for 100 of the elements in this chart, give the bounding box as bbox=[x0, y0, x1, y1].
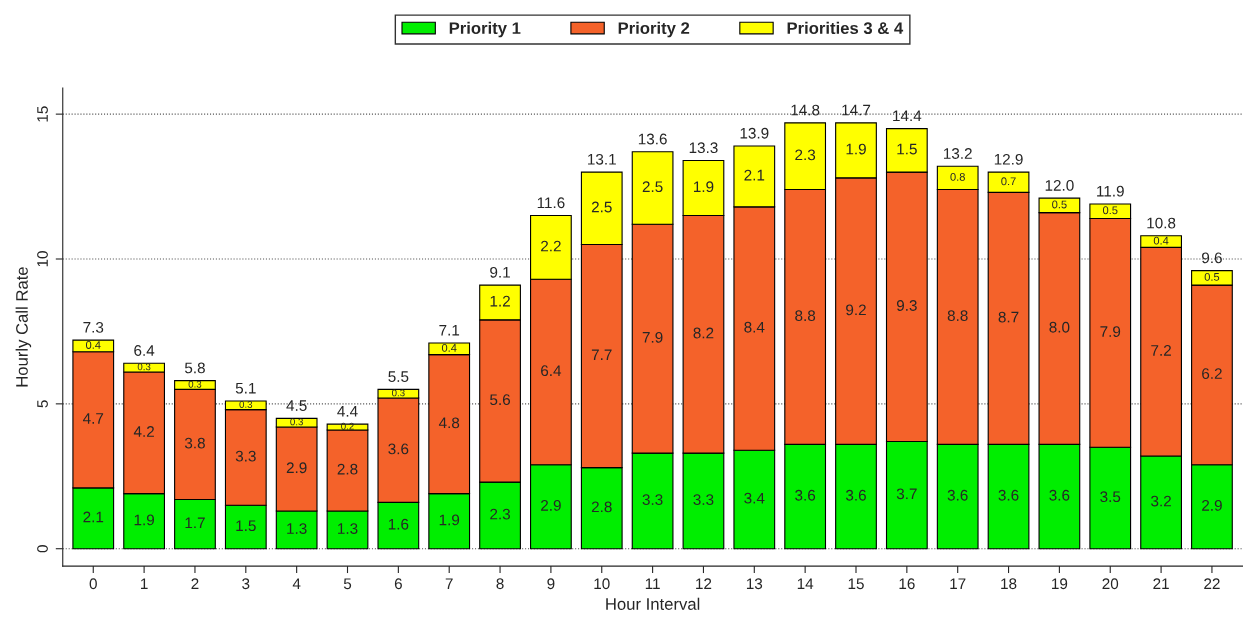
data-label: 4.2 bbox=[133, 426, 154, 437]
x-tick-label: 21 bbox=[1153, 578, 1169, 589]
legend-label: Priority 2 bbox=[618, 21, 690, 38]
data-label: 0.4 bbox=[441, 343, 457, 352]
legend-label: Priorities 3 & 4 bbox=[787, 21, 904, 35]
data-label: 0.8 bbox=[950, 172, 965, 181]
data-label: 1.6 bbox=[388, 518, 409, 530]
data-label: 2.9 bbox=[1202, 499, 1222, 511]
data-label: 2.3 bbox=[795, 149, 816, 161]
x-axis-title: Hour Interval bbox=[606, 597, 700, 610]
data-label: 1.7 bbox=[185, 517, 205, 529]
x-tick-label: 6 bbox=[394, 578, 402, 590]
data-label: 3.2 bbox=[1151, 495, 1171, 507]
x-tick-label: 8 bbox=[496, 578, 504, 590]
data-label: 8.8 bbox=[947, 310, 968, 322]
data-label: 3.3 bbox=[693, 494, 714, 506]
data-label: 3.5 bbox=[1100, 491, 1121, 503]
x-tick-label: 11 bbox=[645, 578, 660, 589]
data-label: 2.1 bbox=[744, 169, 765, 181]
data-label: 8.2 bbox=[693, 327, 714, 339]
data-label: 0.5 bbox=[1204, 272, 1220, 281]
data-label: 3.6 bbox=[845, 489, 866, 501]
data-label: 2.9 bbox=[541, 499, 561, 511]
x-tick-label: 13 bbox=[746, 578, 763, 590]
data-label: 8.7 bbox=[998, 311, 1019, 323]
data-label: 6.4 bbox=[541, 365, 562, 377]
x-tick-label: 5 bbox=[343, 578, 352, 590]
data-label: 0.5 bbox=[1102, 206, 1118, 215]
x-tick-label: 7 bbox=[445, 578, 453, 589]
total-label: 13.9 bbox=[740, 127, 769, 139]
total-label: 10.8 bbox=[1147, 217, 1176, 229]
data-label: 3.4 bbox=[744, 492, 765, 504]
total-label: 14.8 bbox=[791, 104, 820, 116]
data-label: 9.2 bbox=[846, 304, 866, 316]
total-label: 4.4 bbox=[337, 406, 358, 417]
legend-label: Priority 1 bbox=[449, 21, 521, 38]
data-label: 1.9 bbox=[694, 181, 714, 193]
data-label: 8.8 bbox=[795, 310, 816, 322]
total-label: 13.2 bbox=[943, 148, 972, 159]
y-tick-label: 15 bbox=[37, 106, 48, 122]
total-label: 9.1 bbox=[490, 266, 510, 278]
x-tick-label: 17 bbox=[950, 578, 966, 589]
data-label: 1.3 bbox=[338, 523, 358, 534]
data-label: 0.4 bbox=[85, 341, 101, 349]
x-tick-label: 0 bbox=[89, 578, 97, 590]
total-label: 13.6 bbox=[638, 133, 667, 145]
data-label: 1.9 bbox=[846, 143, 866, 155]
total-label: 14.4 bbox=[893, 110, 922, 122]
data-label: 8.0 bbox=[1049, 321, 1070, 333]
data-label: 2.5 bbox=[642, 181, 663, 193]
data-label: 3.6 bbox=[795, 489, 816, 501]
x-tick-label: 2 bbox=[191, 578, 199, 589]
total-label: 7.1 bbox=[439, 324, 460, 336]
y-axis-title: Hourly Call Rate bbox=[15, 267, 32, 387]
total-label: 9.6 bbox=[1202, 252, 1222, 264]
data-label: 7.9 bbox=[642, 331, 663, 343]
total-label: 12.0 bbox=[1045, 179, 1074, 191]
data-label: 1.2 bbox=[490, 295, 510, 307]
data-label: 4.7 bbox=[82, 413, 104, 424]
total-label: 11.6 bbox=[537, 197, 565, 209]
data-label: 0.3 bbox=[137, 363, 151, 371]
data-label: 2.1 bbox=[83, 511, 104, 523]
data-label: 1.5 bbox=[236, 520, 256, 532]
total-label: 14.7 bbox=[842, 104, 871, 116]
y-tick-label: 10 bbox=[37, 251, 48, 267]
data-label: 2.5 bbox=[591, 201, 612, 213]
data-label: 0.3 bbox=[290, 418, 303, 426]
data-label: 3.6 bbox=[1049, 489, 1070, 501]
data-label: 3.7 bbox=[896, 488, 917, 500]
data-label: 1.9 bbox=[439, 514, 460, 526]
data-label: 0.5 bbox=[1052, 200, 1067, 209]
y-tick-label: 5 bbox=[37, 400, 48, 408]
x-tick-label: 18 bbox=[1001, 578, 1017, 590]
total-label: 7.3 bbox=[83, 321, 104, 333]
data-label: 3.8 bbox=[184, 437, 205, 449]
data-label: 2.8 bbox=[337, 463, 358, 475]
data-label: 7.2 bbox=[1151, 344, 1171, 356]
x-tick-label: 9 bbox=[547, 578, 555, 590]
total-label: 13.3 bbox=[689, 142, 718, 154]
data-label: 7.9 bbox=[1100, 326, 1121, 337]
data-label: 8.4 bbox=[744, 321, 765, 333]
x-tick-label: 10 bbox=[594, 578, 610, 590]
total-label: 13.1 bbox=[588, 153, 616, 165]
x-tick-label: 22 bbox=[1204, 578, 1220, 589]
data-label: 0.3 bbox=[391, 389, 405, 397]
x-tick-label: 4 bbox=[292, 578, 301, 589]
data-label: 0.4 bbox=[1153, 236, 1169, 245]
x-tick-label: 12 bbox=[696, 578, 712, 589]
data-label: 2.3 bbox=[490, 508, 510, 520]
data-label: 3.3 bbox=[235, 450, 256, 462]
data-label: 3.6 bbox=[947, 489, 968, 501]
data-label: 0.3 bbox=[239, 401, 253, 408]
data-label: 7.7 bbox=[591, 349, 612, 360]
data-label: 3.3 bbox=[642, 494, 663, 506]
total-label: 6.4 bbox=[134, 345, 155, 356]
data-label: 9.3 bbox=[896, 300, 917, 311]
y-tick-label: 0 bbox=[37, 545, 48, 553]
data-label: 2.9 bbox=[286, 462, 307, 474]
data-label: 0.3 bbox=[188, 380, 202, 388]
total-label: 12.9 bbox=[994, 153, 1023, 165]
